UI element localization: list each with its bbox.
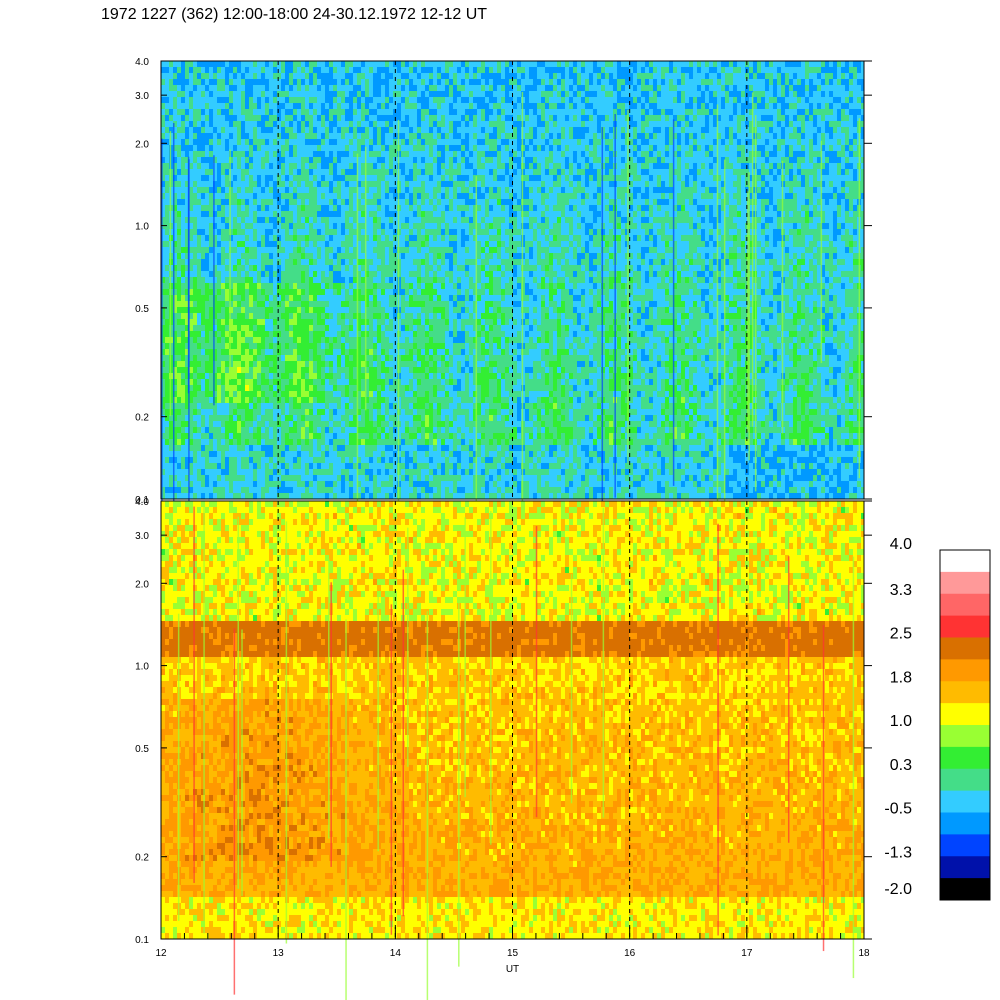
colorbar-segment <box>940 834 990 857</box>
colorbar-segment <box>940 703 990 726</box>
x-tick-label: 15 <box>507 948 519 959</box>
y-tick-label: 3.0 <box>135 531 149 542</box>
x-tick-label: 17 <box>741 948 753 959</box>
colorbar-segment <box>940 725 990 748</box>
colorbar-segment <box>940 878 990 901</box>
y-tick-label: 1.0 <box>135 662 149 673</box>
colorbar-segment <box>940 812 990 835</box>
colorbar-segment <box>940 637 990 660</box>
page-title: 1972 1227 (362) 12:00-18:00 24-30.12.197… <box>101 6 487 24</box>
colorbar-segment <box>940 790 990 813</box>
colorbar-segment <box>940 856 990 879</box>
x-tick-label: 12 <box>155 948 167 959</box>
colorbar-label: -1.3 <box>884 844 912 861</box>
colorbar-segment <box>940 746 990 770</box>
colorbar-segment <box>940 768 990 792</box>
y-tick-label: 2.0 <box>135 579 149 590</box>
colorbar-label: 1.8 <box>890 669 912 686</box>
colorbar-segment <box>940 681 990 704</box>
y-tick-label: 0.1 <box>135 935 149 946</box>
x-tick-label: 18 <box>858 948 870 959</box>
y-tick-label: 4.0 <box>135 497 149 508</box>
colorbar-segment <box>940 593 990 617</box>
colorbar-segment <box>940 615 990 638</box>
colorbar-label: 1.0 <box>890 713 912 730</box>
colorbar-label: -2.0 <box>884 881 912 898</box>
y-tick-label: 0.5 <box>135 304 149 315</box>
bottom-panel-heatmap <box>161 501 864 1000</box>
y-tick-label: 2.0 <box>135 139 149 150</box>
y-tick-label: 0.2 <box>135 853 149 864</box>
colorbar-label: 2.5 <box>890 626 912 643</box>
y-tick-label: 0.2 <box>135 413 149 424</box>
top-panel-heatmap <box>161 61 864 579</box>
x-tick-label: 14 <box>390 948 402 959</box>
x-tick-label: 16 <box>624 948 636 959</box>
y-tick-label: 0.5 <box>135 744 149 755</box>
colorbar-label: 4.0 <box>890 536 912 553</box>
colorbar-frame <box>939 549 991 901</box>
x-tick-label: 13 <box>273 948 285 959</box>
colorbar-label: -0.5 <box>884 801 912 818</box>
x-axis-label: UT <box>506 964 519 975</box>
colorbar-label: 3.3 <box>890 582 912 599</box>
colorbar-label: 0.3 <box>890 757 912 774</box>
colorbar-segment <box>940 571 990 595</box>
y-tick-label: 3.0 <box>135 91 149 102</box>
y-tick-label: 4.0 <box>135 57 149 68</box>
y-tick-label: 1.0 <box>135 222 149 233</box>
colorbar-segment <box>940 550 990 573</box>
colorbar-segment <box>940 659 990 682</box>
y-tick-label: 0.1 <box>135 495 149 506</box>
